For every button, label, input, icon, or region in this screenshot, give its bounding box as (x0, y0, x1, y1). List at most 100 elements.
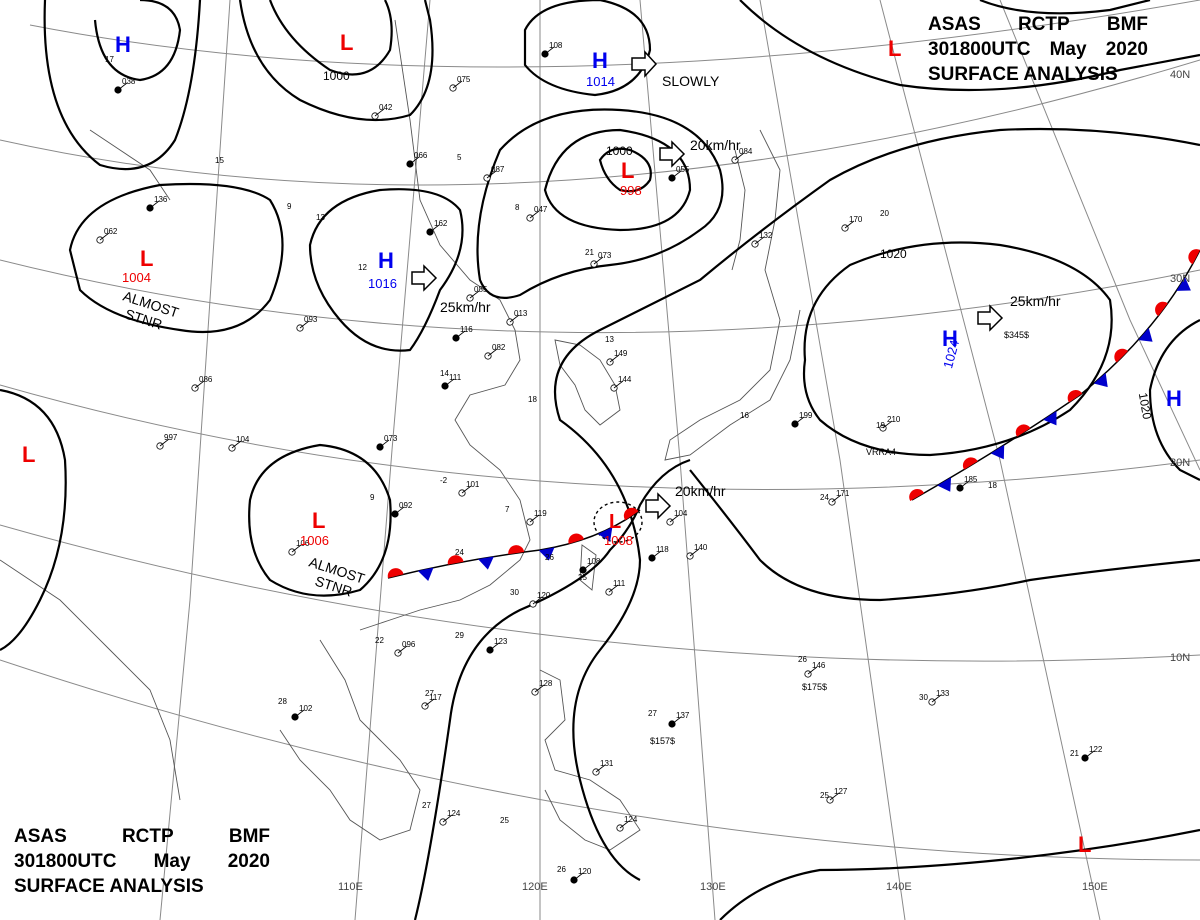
movement-slowly: SLOWLY (662, 73, 720, 89)
wind-barb (882, 420, 893, 429)
cold-front-triangle (538, 547, 555, 561)
lon-label-150e: 150E (1082, 881, 1108, 893)
isobar-far-west (0, 388, 67, 651)
wind-barb (509, 314, 520, 323)
station-temperature: 30 (919, 693, 928, 702)
station-plot: 013 (506, 309, 528, 326)
warm-front-semicircle (1015, 424, 1031, 437)
center-high-nw-corner: H (115, 32, 131, 57)
cold-front-triangle (1176, 277, 1191, 291)
wind-barb (159, 438, 170, 447)
misc-175: $175$ (802, 682, 827, 692)
station-temperature: 22 (375, 636, 384, 645)
lat-label-40n: 40N (1170, 69, 1190, 81)
station-temperature: 17 (105, 55, 114, 64)
station-pressure: 170 (849, 215, 863, 224)
wind-barb (1084, 750, 1095, 759)
station-plot: 092 (391, 501, 413, 518)
station-pressure: 132 (759, 231, 773, 240)
station-pressure: 111 (613, 579, 626, 588)
station-temperature: 26 (545, 553, 554, 562)
station-pressure: 108 (587, 557, 601, 566)
station-pressure: 137 (676, 711, 690, 720)
station-pressure: 140 (694, 543, 708, 552)
coast-japan (664, 129, 801, 461)
station-plot: 108 (579, 557, 601, 574)
isobar-label-1000-b: 1000 (606, 144, 633, 158)
wind-barb (194, 380, 205, 389)
station-pressure: 997 (164, 433, 178, 442)
station-pressure: 116 (460, 325, 473, 334)
station-temperature: 25 (578, 573, 587, 582)
grid-labels: 40N 30N 20N 10N 110E 120E 130E 140E 150E (338, 69, 1190, 893)
station-plot: 124 (616, 815, 638, 832)
station-temperature: 20 (880, 209, 889, 218)
wind-barb (671, 716, 682, 725)
station-plot: 162 (426, 219, 448, 236)
station-pressure: 111 (449, 373, 462, 382)
station-pressure: 124 (624, 815, 638, 824)
station-pressure: 066 (414, 151, 428, 160)
movement-central: 25km/hr (440, 299, 491, 315)
station-plot: 108 (541, 41, 563, 58)
center-low-top-right: L (888, 36, 901, 61)
station-pressure: 104 (236, 435, 250, 444)
wind-barb (397, 645, 408, 654)
wind-barb (442, 814, 453, 823)
parallel-30n (0, 259, 1200, 334)
station-temperature: 14 (440, 369, 449, 378)
station-pressure: 101 (466, 480, 480, 489)
wind-barb (529, 514, 540, 523)
misc-vrra4: VRRA4 (866, 447, 896, 457)
station-temperature: 25 (820, 791, 829, 800)
isobar-north-low-inner (268, 0, 393, 76)
warm-front-semicircle (1155, 301, 1168, 317)
warm-front-semicircle (909, 489, 925, 502)
wind-barb (931, 694, 942, 703)
cold-front-triangle (990, 444, 1005, 460)
wind-barb (529, 210, 540, 219)
lat-label-10n: 10N (1170, 652, 1190, 664)
wind-barb (959, 480, 970, 489)
station-plot: 146 (804, 661, 826, 678)
lat-label-20n: 20N (1170, 457, 1190, 469)
station-temperature: 21 (585, 248, 594, 257)
station-pressure: 120 (578, 867, 592, 876)
station-plot: 171 (828, 489, 850, 506)
coast-sakhalin (731, 149, 746, 271)
station-temperature: 18 (988, 481, 997, 490)
isobar-nw-high (93, 0, 182, 82)
station-pressure: 102 (299, 704, 313, 713)
wind-barb (794, 416, 805, 425)
wind-barb (619, 820, 630, 829)
station-plot: 128 (531, 679, 553, 696)
station-temperature: 25 (500, 816, 509, 825)
wind-barb (291, 544, 302, 553)
wind-barb (294, 709, 305, 718)
station-plot: 123 (486, 637, 508, 654)
station-pressure: 118 (656, 545, 669, 554)
station-plot: 149 (606, 349, 628, 366)
misc-157: $157$ (650, 736, 675, 746)
isobar-yellow-sea-inner (598, 147, 652, 193)
station-pressure: 127 (834, 787, 848, 796)
center-low-west: L (140, 246, 153, 271)
parallel-40n (0, 59, 1200, 186)
parallel-0 (0, 659, 1200, 861)
isobar-label-1020-a: 1020 (880, 247, 907, 261)
title-bmf: BMF (1106, 14, 1148, 35)
warm-front-semicircle (962, 457, 978, 470)
station-plot: 127 (826, 787, 848, 804)
station-temperature: 28 (278, 697, 287, 706)
cold-front-triangle (1138, 327, 1153, 342)
station-plot: 124 (439, 809, 461, 826)
meridian-100e (159, 0, 231, 920)
wind-barb (613, 380, 624, 389)
center-low-north-top: L (340, 30, 353, 55)
warm-front-semicircle (1114, 348, 1128, 363)
station-plot: 133 (928, 689, 950, 706)
title-line-3: SURFACE ANALYSIS (928, 64, 1118, 85)
station-pressure: 075 (457, 75, 471, 84)
arrow-slowly (631, 50, 658, 78)
station-pressure: 124 (447, 809, 461, 818)
